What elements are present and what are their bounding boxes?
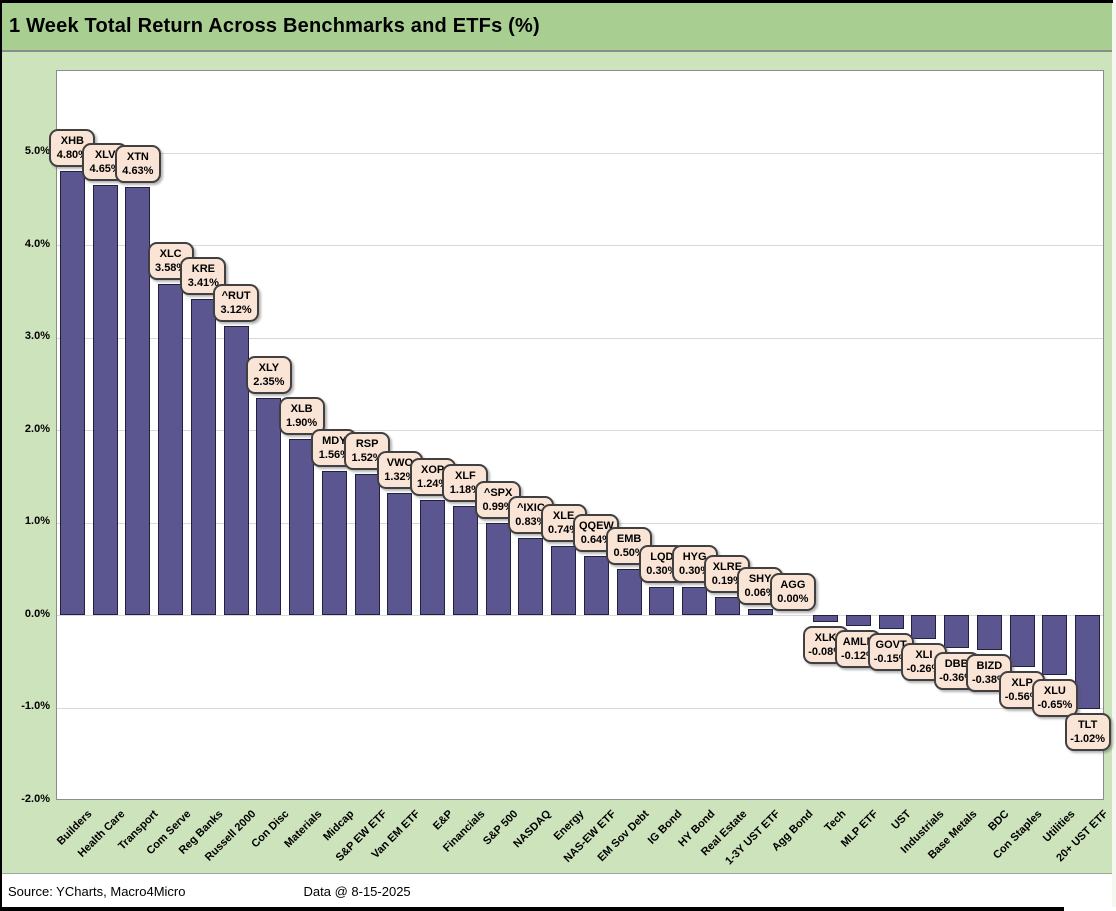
chart-title-bar: 1 Week Total Return Across Benchmarks an… [2, 3, 1113, 52]
frame-right-strip [1112, 3, 1116, 907]
source-text: Source: YCharts, Macro4Micro [8, 883, 186, 899]
gridline [57, 615, 1103, 617]
frame-border-bottom [0, 907, 1064, 911]
chart-title: 1 Week Total Return Across Benchmarks an… [9, 15, 540, 37]
gridline [57, 152, 1103, 154]
frame-border-left [0, 0, 2, 907]
frame-border-top [0, 0, 1113, 3]
footer: Source: YCharts, Macro4Micro Data @ 8-15… [2, 875, 1112, 907]
gridline [57, 337, 1103, 339]
gridline [57, 430, 1103, 432]
gridline [57, 245, 1103, 247]
data-date-text: Data @ 8-15-2025 [303, 883, 411, 899]
plot-area [56, 70, 1104, 800]
gridline [57, 707, 1103, 709]
gridline [57, 522, 1103, 524]
